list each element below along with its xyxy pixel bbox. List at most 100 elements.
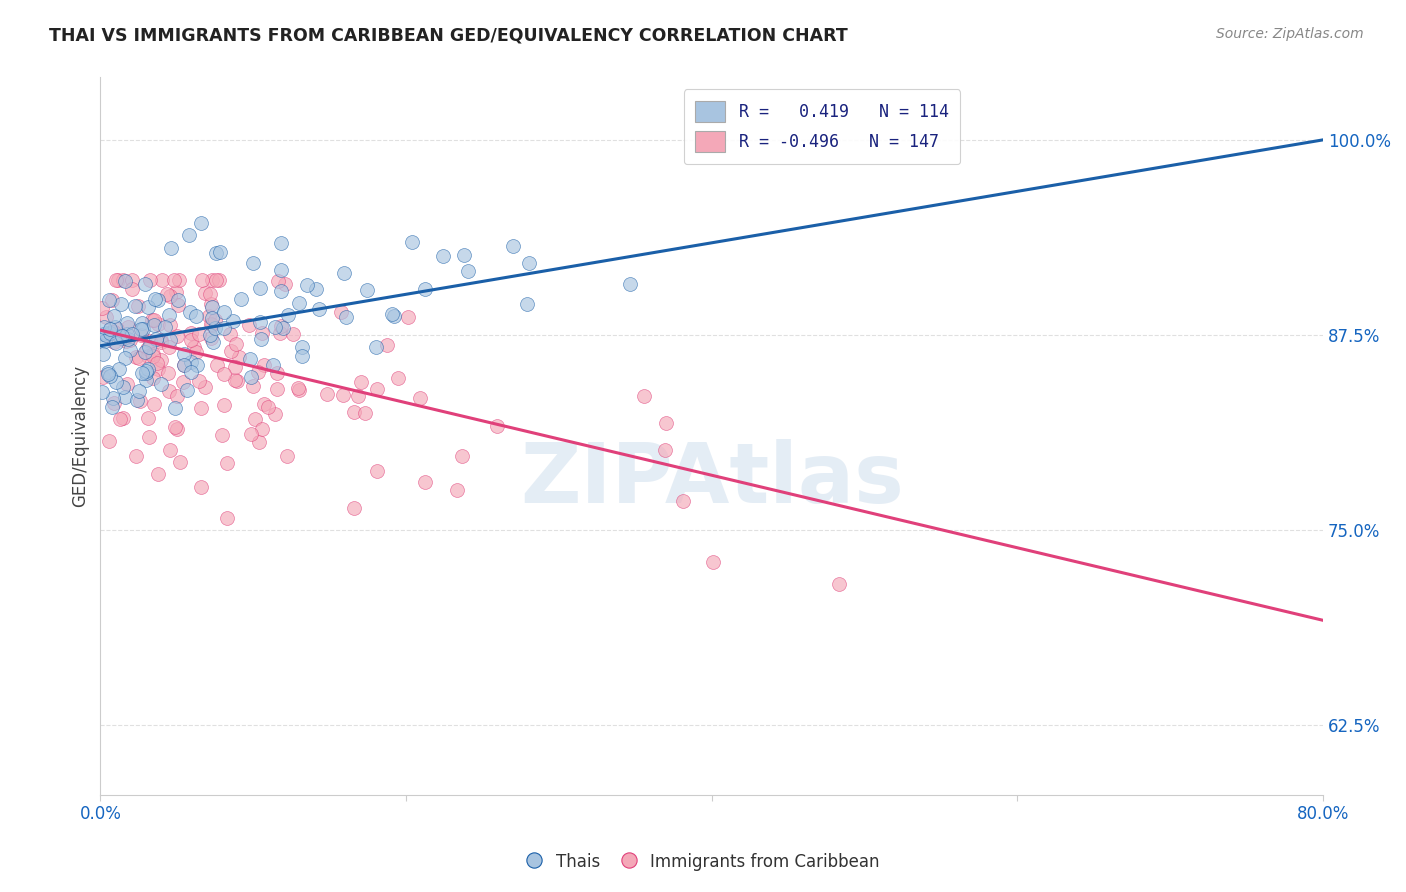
Point	[453, 248, 475, 262]
Point	[249, 281, 271, 295]
Point	[134, 277, 156, 291]
Point	[252, 422, 274, 436]
Point	[97, 293, 120, 307]
Point	[135, 364, 157, 378]
Point	[96, 326, 118, 340]
Point	[347, 389, 370, 403]
Point	[354, 406, 377, 420]
Point	[103, 396, 125, 410]
Point	[190, 480, 212, 494]
Point	[153, 319, 176, 334]
Point	[114, 351, 136, 365]
Point	[97, 367, 120, 381]
Point	[187, 374, 209, 388]
Point	[163, 401, 186, 415]
Point	[432, 249, 454, 263]
Point	[105, 375, 128, 389]
Point	[90, 384, 112, 399]
Point	[266, 382, 288, 396]
Point	[145, 332, 167, 346]
Point	[702, 555, 724, 569]
Point	[242, 379, 264, 393]
Point	[205, 273, 228, 287]
Point	[276, 449, 298, 463]
Point	[93, 347, 115, 361]
Point	[516, 297, 538, 311]
Point	[486, 419, 509, 434]
Point	[250, 332, 273, 346]
Point	[117, 316, 139, 330]
Text: Source: ZipAtlas.com: Source: ZipAtlas.com	[1216, 27, 1364, 41]
Point	[108, 412, 131, 426]
Point	[396, 310, 419, 324]
Point	[142, 349, 165, 363]
Point	[117, 320, 139, 334]
Point	[159, 334, 181, 348]
Point	[179, 305, 201, 319]
Point	[135, 372, 157, 386]
Point	[217, 511, 239, 525]
Point	[128, 351, 150, 366]
Point	[114, 390, 136, 404]
Point	[201, 318, 224, 332]
Point	[173, 358, 195, 372]
Point	[249, 315, 271, 329]
Point	[114, 331, 136, 345]
Point	[142, 371, 165, 385]
Point	[120, 334, 142, 348]
Point	[401, 235, 423, 250]
Point	[141, 313, 163, 327]
Point	[93, 334, 115, 348]
Point	[457, 264, 479, 278]
Point	[450, 450, 472, 464]
Point	[190, 273, 212, 287]
Point	[246, 365, 269, 379]
Point	[197, 309, 219, 323]
Point	[269, 326, 291, 341]
Point	[104, 335, 127, 350]
Point	[215, 456, 238, 470]
Point	[252, 326, 274, 340]
Point	[173, 347, 195, 361]
Point	[270, 284, 292, 298]
Point	[117, 332, 139, 346]
Point	[277, 308, 299, 322]
Point	[201, 335, 224, 350]
Point	[121, 326, 143, 341]
Point	[188, 327, 211, 342]
Point	[114, 274, 136, 288]
Point	[157, 339, 180, 353]
Point	[131, 366, 153, 380]
Point	[97, 365, 120, 379]
Point	[131, 328, 153, 343]
Point	[149, 334, 172, 349]
Point	[118, 343, 141, 357]
Point	[121, 273, 143, 287]
Point	[242, 256, 264, 270]
Point	[146, 317, 169, 331]
Legend: Thais, Immigrants from Caribbean: Thais, Immigrants from Caribbean	[517, 845, 889, 880]
Point	[356, 283, 378, 297]
Legend: R =   0.419   N = 114, R = -0.496   N = 147: R = 0.419 N = 114, R = -0.496 N = 147	[683, 89, 960, 164]
Point	[112, 331, 135, 345]
Point	[90, 301, 112, 315]
Point	[281, 327, 304, 342]
Point	[207, 358, 229, 372]
Point	[150, 273, 173, 287]
Point	[194, 286, 217, 301]
Point	[146, 361, 169, 376]
Point	[222, 314, 245, 328]
Point	[366, 464, 388, 478]
Point	[156, 286, 179, 301]
Point	[387, 371, 409, 385]
Point	[98, 369, 121, 384]
Point	[335, 310, 357, 325]
Point	[138, 362, 160, 376]
Point	[190, 401, 212, 415]
Point	[111, 411, 134, 425]
Point	[110, 297, 132, 311]
Point	[157, 384, 180, 399]
Point	[382, 309, 405, 323]
Point	[240, 426, 263, 441]
Point	[136, 349, 159, 363]
